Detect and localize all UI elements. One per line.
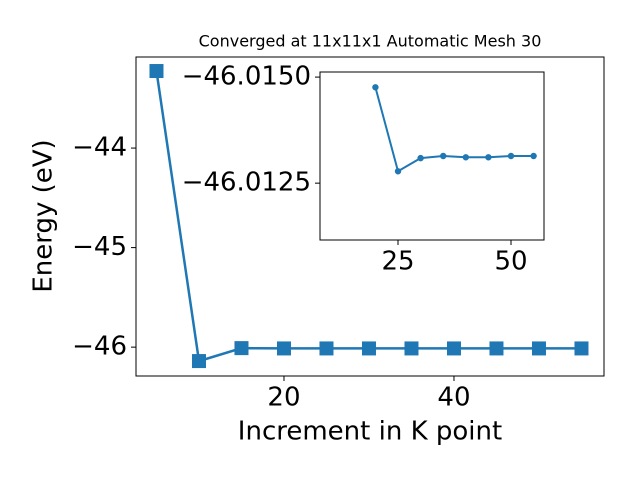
axes-frame	[135, 56, 605, 377]
y-tick-label: −46.0150	[182, 62, 311, 92]
x-tick-label: 25	[381, 247, 414, 277]
y-tick-label: −46.0125	[182, 168, 311, 198]
marker	[485, 154, 492, 161]
marker	[394, 168, 402, 175]
marker	[234, 341, 249, 356]
marker	[361, 341, 376, 356]
marker	[530, 152, 537, 160]
marker	[372, 84, 379, 91]
marker	[574, 341, 589, 356]
marker	[417, 154, 424, 162]
x-tick-label: 50	[494, 247, 527, 277]
y-tick-label: −44	[72, 133, 127, 163]
marker	[404, 341, 419, 356]
marker	[276, 341, 291, 356]
series-line	[374, 87, 534, 173]
x-axis-label: Increment in K point	[238, 417, 502, 447]
marker	[149, 64, 164, 79]
marker	[462, 154, 470, 161]
marker	[507, 152, 515, 160]
marker	[531, 341, 546, 356]
axes-frame	[319, 71, 545, 241]
x-tick-label: 40	[437, 383, 470, 413]
marker	[446, 341, 461, 356]
marker	[489, 341, 504, 356]
marker	[440, 152, 447, 160]
y-axis-label: Energy (eV)	[29, 139, 59, 292]
x-tick-label: 20	[267, 383, 300, 413]
chart-title: Converged at 11x11x1 Automatic Mesh 30	[199, 32, 542, 51]
y-tick-label: −46	[72, 332, 127, 362]
y-tick-label: −45	[72, 232, 127, 262]
marker	[191, 354, 206, 369]
marker	[319, 341, 334, 356]
